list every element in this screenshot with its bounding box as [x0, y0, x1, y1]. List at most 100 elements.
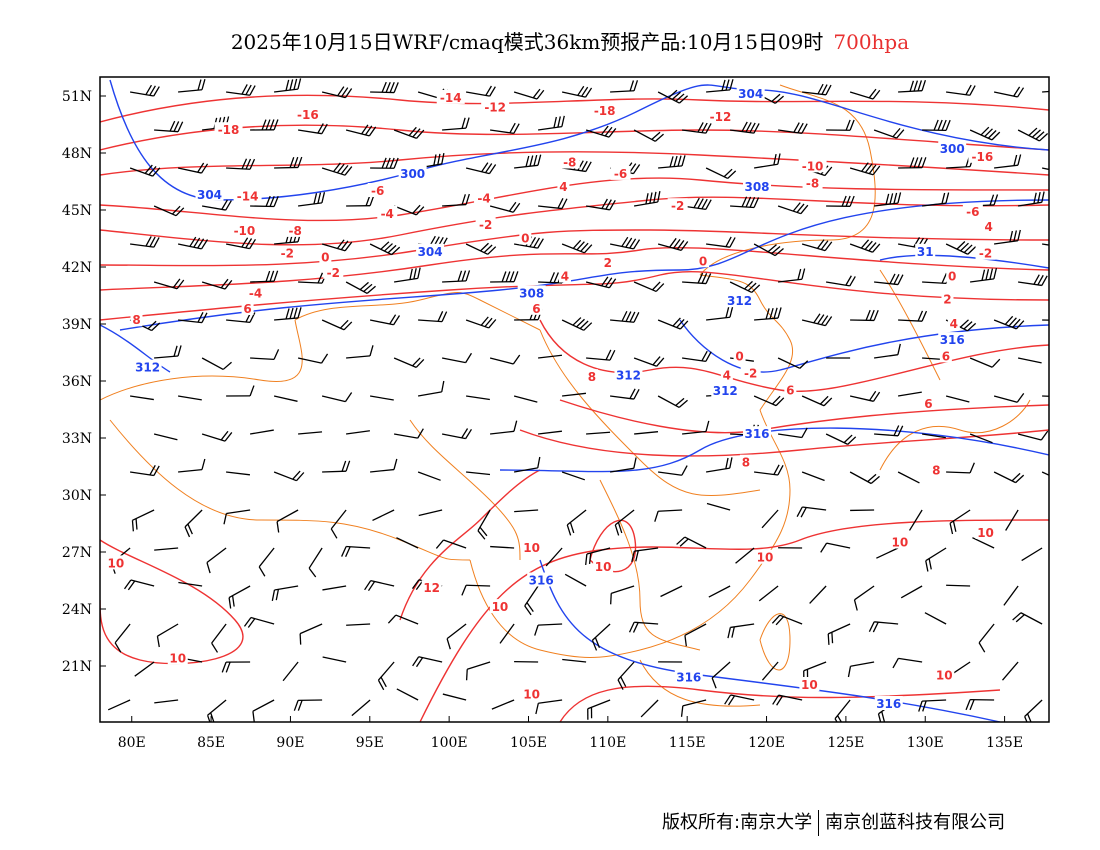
wind-barb — [633, 281, 665, 293]
temperature-label: 0 — [521, 232, 529, 246]
wind-barb — [772, 694, 803, 706]
temperature-label-bg — [930, 462, 943, 477]
wind-barb — [351, 699, 371, 717]
temperature-label: -18 — [594, 104, 616, 118]
temperature-label: -10 — [234, 224, 256, 238]
temperature-label: -2 — [744, 366, 757, 380]
wind-barb — [682, 350, 712, 362]
wind-barb — [417, 380, 445, 397]
temperature-contour — [100, 151, 1049, 176]
height-label: 316 — [744, 427, 769, 441]
wind-barb — [250, 270, 279, 283]
temperature-label: -16 — [972, 150, 994, 164]
height-label: 304 — [418, 245, 443, 259]
wind-barb — [586, 431, 611, 435]
wind-barb — [610, 388, 640, 400]
temperature-label-bg — [421, 580, 442, 595]
axis-ticks: 80E 85E 90E 95E 100E 105E 110E 115E 120E 125E 130E… — [62, 89, 1023, 751]
temperature-label-bg — [968, 148, 997, 163]
wind-barb — [394, 267, 421, 283]
temperature-label: -16 — [297, 108, 319, 122]
height-label: 304 — [197, 188, 222, 202]
wind-barb — [372, 509, 395, 522]
wind-barb — [676, 536, 707, 549]
temperature-label: 10 — [169, 651, 186, 665]
wind-barb — [562, 392, 587, 397]
wind-barb — [657, 395, 688, 408]
wind-barb — [660, 585, 683, 598]
wind-barb — [513, 395, 538, 403]
wind-barb — [129, 84, 160, 97]
temperature-label-bg — [939, 348, 952, 363]
temperature-label: 10 — [757, 551, 774, 565]
temperature-label-bg — [720, 367, 733, 382]
border-line — [100, 319, 303, 401]
wind-barb — [561, 239, 593, 254]
wind-barb — [538, 198, 568, 210]
temperature-label: 8 — [742, 456, 750, 470]
wind-barb — [724, 694, 755, 706]
temperature-label-bg — [475, 217, 496, 232]
height-label: 31 — [917, 245, 934, 259]
wind-barb — [490, 420, 518, 435]
wind-barb — [477, 509, 491, 540]
height-label: 300 — [400, 167, 425, 181]
temperature-label-bg — [610, 165, 631, 180]
contour-labels: -14 -12 -18 -12 -16 -18 -8 -6 -10 -16 -8 4 -4 -14 -6 -4… — [105, 86, 997, 711]
wind-barb — [564, 573, 587, 587]
temperature-contour — [519, 429, 1049, 457]
wind-barb — [778, 427, 808, 439]
wind-barb — [825, 433, 857, 445]
wind-barb — [201, 278, 233, 290]
temperature-label-bg — [481, 99, 510, 114]
wind-barb — [898, 391, 922, 397]
wind-barb — [114, 623, 131, 653]
wind-barb — [969, 357, 1001, 368]
wind-barb — [321, 86, 353, 99]
temperature-contour — [100, 246, 1049, 291]
border-line — [759, 613, 791, 671]
wind-barb — [178, 395, 202, 401]
lon-tick-label: 95E — [356, 735, 384, 751]
height-label-bg — [614, 367, 643, 382]
wind-barb — [346, 430, 370, 435]
temperature-label: 10 — [108, 556, 125, 570]
temperature-label-bg — [241, 301, 254, 315]
temperature-label: 10 — [523, 688, 540, 702]
wind-barb — [465, 242, 497, 255]
wind-barb — [412, 656, 443, 668]
height-label-bg — [938, 332, 967, 347]
wind-barb — [178, 581, 203, 587]
border-line — [409, 419, 521, 561]
wind-barb — [585, 125, 617, 138]
wind-barb — [177, 236, 209, 250]
wind-barb — [154, 547, 179, 551]
map-frame — [99, 76, 1050, 723]
temperature-label-bg — [377, 205, 398, 220]
temperature-label: -12 — [484, 100, 506, 114]
wind-barb — [321, 319, 353, 331]
wind-barb — [1021, 547, 1043, 562]
wind-barb — [853, 585, 875, 611]
wind-barb — [369, 395, 394, 401]
lat-tick-label: 33N — [62, 431, 92, 447]
temperature-label: -10 — [802, 159, 824, 173]
temperature-label: 4 — [950, 317, 958, 331]
wind-barb — [534, 623, 563, 636]
temperature-label-bg — [667, 198, 688, 213]
wind-barb — [499, 623, 515, 644]
wind-barb — [243, 616, 275, 628]
wind-barb — [628, 621, 659, 633]
wind-barb — [418, 509, 443, 517]
wind-barb — [610, 457, 637, 473]
height-label-bg — [195, 186, 224, 201]
wind-barb — [370, 157, 399, 169]
height-label: 312 — [727, 294, 752, 308]
wind-barb — [897, 471, 920, 484]
wind-barb — [490, 545, 515, 549]
wind-barb — [418, 311, 448, 323]
wind-barb — [705, 457, 733, 473]
lon-tick-label: 135E — [986, 735, 1023, 751]
wind-barb — [946, 584, 971, 587]
lat-tick-label: 36N — [62, 374, 92, 390]
